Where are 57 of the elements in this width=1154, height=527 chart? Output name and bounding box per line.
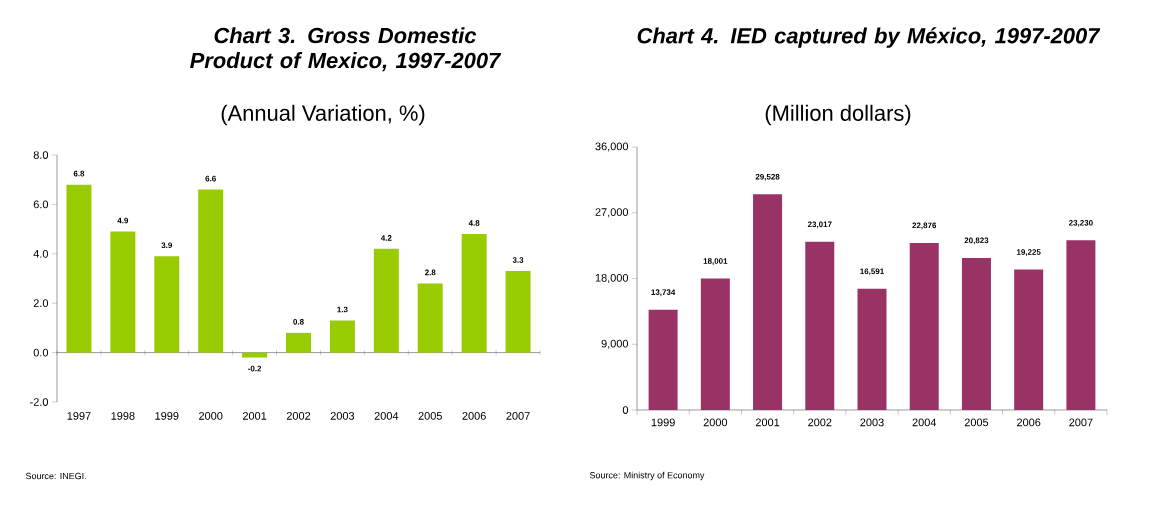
y-tick-label: 36,000 <box>595 142 629 152</box>
x-tick-label: 2000 <box>703 418 728 427</box>
x-tick-label: 2005 <box>418 412 442 420</box>
y-tick-label: 4.0 <box>33 249 49 258</box>
bar <box>461 234 487 353</box>
x-tick-label: 1997 <box>67 412 91 420</box>
bar <box>648 309 678 410</box>
bar <box>1014 269 1044 410</box>
y-tick-label: 6.0 <box>33 200 49 209</box>
bar <box>753 194 783 410</box>
y-tick-label: 0.0 <box>33 348 49 357</box>
x-tick-label: 2000 <box>199 412 223 420</box>
chart-title: Chart 3. Gross Domestic Product of Mexico, 1997-2007 <box>190 27 502 72</box>
x-tick-label: 2003 <box>860 418 884 427</box>
x-tick-label: 1999 <box>155 412 179 420</box>
y-tick-label: 8.0 <box>33 151 49 159</box>
bar <box>700 278 730 410</box>
bar <box>505 271 531 353</box>
bar <box>1066 240 1096 410</box>
bar <box>198 189 224 353</box>
bar <box>110 231 136 353</box>
source-note: Source: INEGI. <box>25 472 86 480</box>
y-tick-label: 0 <box>622 406 629 414</box>
x-tick-label: 2004 <box>374 412 399 420</box>
x-tick-label: 2001 <box>755 418 780 427</box>
bar <box>66 184 92 353</box>
source-note: Source: Ministry of Economy <box>589 471 705 481</box>
x-tick-label: 2004 <box>912 418 937 427</box>
y-tick-label: 2.0 <box>33 299 49 308</box>
bar <box>857 288 887 410</box>
x-tick-label: 2002 <box>808 418 832 427</box>
x-tick-label: 2001 <box>242 412 267 420</box>
bar <box>286 332 311 353</box>
x-tick-label: 2007 <box>506 412 530 420</box>
y-tick-label: 9,000 <box>601 339 629 349</box>
y-tick-label: 18,000 <box>595 273 629 284</box>
bar <box>417 283 443 353</box>
chart-subtitle: (Annual Variation, %) <box>221 104 425 126</box>
bar <box>373 248 399 353</box>
x-tick-label: 1999 <box>651 418 675 427</box>
x-tick-label: 2003 <box>330 412 355 420</box>
x-tick-label: 2006 <box>462 412 486 420</box>
x-tick-label: 2007 <box>1069 418 1093 427</box>
bar <box>154 256 180 353</box>
y-tick-label: -2.0 <box>30 398 49 406</box>
bar <box>805 241 835 410</box>
y-tick-label: 27,000 <box>595 208 629 218</box>
x-tick-label: 2002 <box>286 412 311 420</box>
x-tick-label: 2005 <box>964 418 989 427</box>
chart-subtitle: (Million dollars) <box>765 104 911 126</box>
bar <box>909 242 939 410</box>
chart-title: Chart 4. IED captured by México, 1997-2007 <box>637 27 1101 48</box>
bar <box>242 352 268 358</box>
x-tick-label: 2006 <box>1017 418 1041 427</box>
bar <box>961 257 991 410</box>
bar <box>329 320 355 353</box>
x-tick-label: 1998 <box>111 412 135 420</box>
